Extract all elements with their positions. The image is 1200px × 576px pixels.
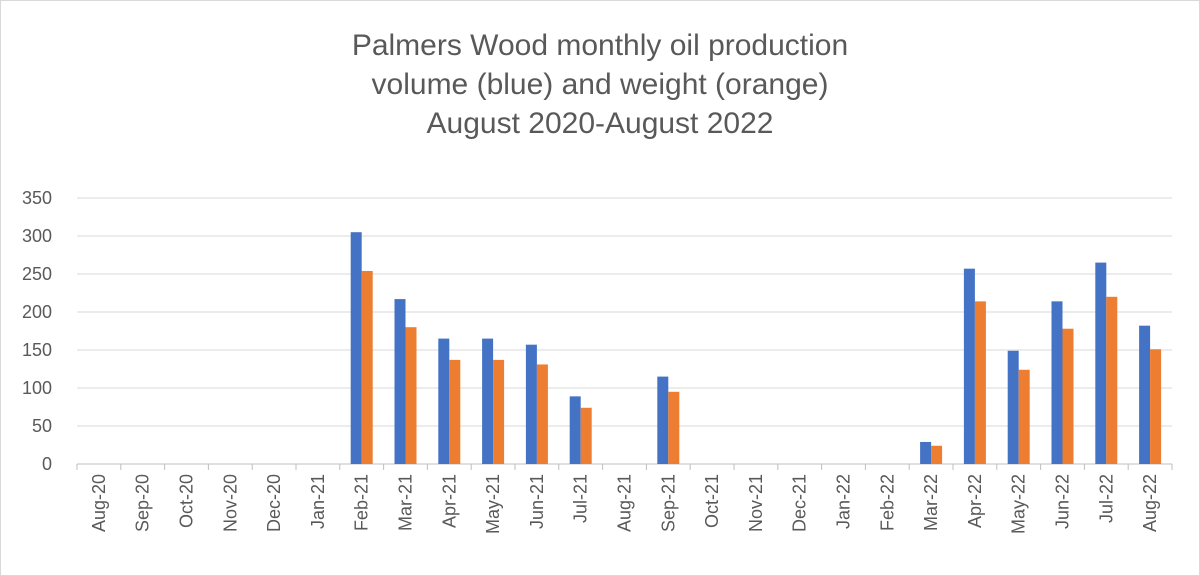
x-tick-label: Aug-20 (89, 474, 109, 532)
x-tick-label: Sep-20 (133, 474, 153, 532)
bar-volume (482, 338, 494, 464)
chart-title: Palmers Wood monthly oil production volu… (0, 26, 1200, 143)
bar-volume (569, 396, 581, 464)
x-tick-label: Dec-20 (264, 474, 284, 532)
bar-weight (931, 445, 943, 464)
x-tick-label: Nov-20 (220, 474, 240, 532)
bar-weight (1018, 369, 1030, 464)
bar-volume (920, 441, 932, 464)
bar-volume (525, 344, 537, 464)
bar-weight (1062, 328, 1074, 464)
x-tick-label: Jul-22 (1096, 474, 1116, 523)
chart-title-line-3: August 2020-August 2022 (426, 107, 774, 140)
bar-weight (1106, 296, 1118, 464)
x-tick-label: Jun-21 (527, 474, 547, 529)
y-tick-label: 350 (22, 188, 52, 208)
y-tick-label: 0 (42, 454, 52, 474)
x-tick-label: May-22 (1009, 474, 1029, 534)
bar-weight (1150, 349, 1162, 464)
x-tick-label: Oct-21 (702, 474, 722, 528)
chart-title-line-1: Palmers Wood monthly oil production (351, 29, 849, 62)
x-tick-label: Jan-22 (834, 474, 854, 529)
x-tick-label: Feb-22 (877, 474, 897, 531)
bar-volume (1007, 350, 1019, 464)
x-tick-label: Apr-21 (439, 474, 459, 528)
bar-volume (1095, 262, 1107, 464)
x-tick-label: Aug-22 (1140, 474, 1160, 532)
x-tick-label: Apr-22 (965, 474, 985, 528)
y-tick-label: 150 (22, 340, 52, 360)
bar-weight (974, 301, 986, 464)
bar-weight (536, 364, 548, 464)
x-tick-label: Jan-21 (308, 474, 328, 529)
x-tick-label: Feb-21 (352, 474, 372, 531)
x-tick-label: Sep-21 (658, 474, 678, 532)
bar-weight (493, 359, 505, 464)
bar-weight (449, 359, 461, 464)
y-tick-label: 200 (22, 302, 52, 322)
x-tick-label: Jun-22 (1053, 474, 1073, 529)
bar-volume (963, 268, 975, 464)
y-tick-label: 100 (22, 378, 52, 398)
y-tick-label: 50 (32, 416, 52, 436)
bar-weight (405, 327, 417, 464)
x-tick-label: Jul-21 (571, 474, 591, 523)
x-tick-label: Nov-21 (746, 474, 766, 532)
bar-weight (361, 270, 373, 464)
bar-volume (1139, 325, 1151, 464)
bar-volume (657, 376, 669, 464)
bar-volume (350, 232, 362, 464)
x-tick-label: Dec-21 (790, 474, 810, 532)
x-tick-label: May-21 (483, 474, 503, 534)
x-tick-label: Oct-20 (177, 474, 197, 528)
x-tick-label: Mar-22 (921, 474, 941, 531)
bar-weight (580, 407, 592, 464)
x-tick-label: Mar-21 (396, 474, 416, 531)
bar-volume (438, 338, 450, 464)
y-tick-label: 250 (22, 264, 52, 284)
bar-volume (394, 299, 406, 464)
x-tick-label: Aug-21 (615, 474, 635, 532)
chart-title-line-2: volume (blue) and weight (orange) (371, 68, 829, 101)
bar-volume (1051, 301, 1063, 464)
y-tick-label: 300 (22, 226, 52, 246)
bar-weight (668, 391, 680, 464)
